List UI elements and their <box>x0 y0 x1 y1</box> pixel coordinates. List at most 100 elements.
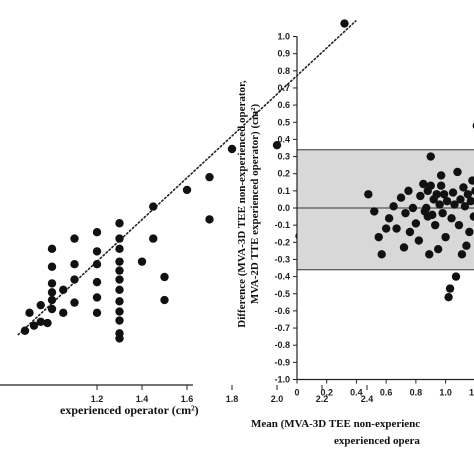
right-data-point <box>453 167 462 177</box>
right-data-point <box>454 220 464 230</box>
left-data-point <box>115 297 124 306</box>
left-data-point <box>29 321 39 330</box>
right-data-point <box>392 224 401 233</box>
left-x-tick-label: 1.4 <box>136 394 149 404</box>
left-data-point <box>227 144 237 154</box>
left-points-layer <box>20 19 349 343</box>
right-data-point <box>444 292 453 302</box>
left-data-point <box>25 308 34 318</box>
right-x-tick-label: 0.4 <box>350 388 363 398</box>
left-data-point <box>115 316 124 325</box>
left-data-point <box>149 202 158 211</box>
left-data-point <box>115 285 124 294</box>
left-data-point <box>36 300 45 310</box>
right-data-point <box>468 176 474 185</box>
right-data-point <box>416 191 425 201</box>
right-data-point <box>436 171 446 180</box>
right-data-point <box>374 232 383 242</box>
right-data-point <box>462 241 471 250</box>
left-data-point <box>205 215 214 224</box>
right-data-point <box>438 208 447 218</box>
left-scatter-panel: 1.2 1.4 1.6 1.8 2.0 2.2 2.4 experienced operat… <box>0 19 373 417</box>
left-data-point <box>115 329 124 338</box>
right-y-tick-label: 0.0 <box>277 203 290 213</box>
right-data-point <box>370 207 379 216</box>
left-x-tick-label: 1.8 <box>226 394 239 404</box>
left-data-point <box>92 308 102 318</box>
right-data-point <box>460 202 470 211</box>
right-y-tick-label: 0.6 <box>277 100 290 110</box>
right-data-point <box>428 210 437 220</box>
right-data-point <box>466 196 474 206</box>
right-data-point <box>451 272 461 281</box>
right-y-tick-label: 0.9 <box>277 49 290 59</box>
right-y-tick-label: -0.2 <box>274 237 290 247</box>
right-data-point <box>422 203 431 213</box>
right-x-tick-label: 0 <box>294 388 299 398</box>
left-data-point <box>70 234 79 243</box>
left-data-point <box>115 266 124 275</box>
left-data-point <box>149 234 158 243</box>
left-x-tick-label: 1.6 <box>181 394 194 404</box>
right-data-point <box>447 214 456 223</box>
left-data-point <box>92 260 102 269</box>
right-y-tick-label: 1.0 <box>277 32 290 42</box>
left-data-point <box>47 244 57 254</box>
left-data-point <box>43 318 52 328</box>
right-data-point <box>384 214 394 223</box>
right-y-tick-label: -0.6 <box>274 306 290 316</box>
left-x-tick-label: 2.4 <box>361 394 374 404</box>
left-data-point <box>70 275 79 284</box>
right-axes <box>293 36 474 384</box>
left-data-point <box>115 275 124 284</box>
left-data-point <box>115 257 124 266</box>
right-data-point <box>471 186 474 195</box>
right-x-tick-label: 1.2 <box>469 388 474 398</box>
right-x-tick-label: 0.6 <box>380 388 393 398</box>
right-x-tick-label: 0.8 <box>410 388 423 398</box>
left-data-point <box>47 262 57 271</box>
agreement-band-layer <box>297 149 474 271</box>
left-data-point <box>59 285 68 294</box>
right-data-point <box>459 183 468 192</box>
left-data-point <box>92 228 102 237</box>
right-data-point <box>465 227 474 237</box>
right-y-tick-label: -0.5 <box>274 289 290 299</box>
right-data-point <box>432 190 441 199</box>
right-y-tick-labels: 1.0 0.9 0.8 0.7 0.6 0.5 0.4 0.3 0.2 0.1 0.0 -0.1 -0.… <box>274 32 290 385</box>
right-data-point <box>425 250 434 259</box>
right-y-tick-label: -1.0 <box>274 375 290 385</box>
right-y-tick-label: 0.8 <box>277 66 290 76</box>
right-data-point <box>450 200 459 209</box>
right-x-axis-title-line: experienced opera <box>334 435 420 447</box>
left-x-tick-label: 2.2 <box>316 394 329 404</box>
right-y-tick-label: 0.7 <box>277 83 290 93</box>
right-y-axis-title-line: Difference (MVA-3D TEE non-experienced o… <box>236 80 248 328</box>
right-x-axis-title: Mean (MVA-3D TEE non-experienc experience… <box>251 418 420 447</box>
right-data-point <box>364 190 373 199</box>
right-data-point <box>430 220 440 230</box>
left-data-point <box>20 326 30 335</box>
left-data-point <box>92 277 102 287</box>
right-data-point <box>404 186 413 196</box>
left-data-point <box>47 295 57 305</box>
left-x-tick-labels: 1.2 1.4 1.6 1.8 2.0 2.2 2.4 <box>91 394 374 404</box>
right-y-tick-label: -0.7 <box>274 323 290 333</box>
right-data-point <box>381 224 391 233</box>
right-y-axis-title: Difference (MVA-3D TEE non-experienced o… <box>236 80 261 328</box>
right-data-point <box>408 203 418 213</box>
right-data-point <box>389 202 398 211</box>
limits-of-agreement-band <box>297 149 474 270</box>
right-data-point <box>419 179 428 189</box>
left-data-point <box>115 307 124 316</box>
left-axes <box>0 384 368 390</box>
right-data-point <box>448 188 458 197</box>
right-data-point <box>396 193 406 202</box>
right-x-tick-label: 1.0 <box>439 388 452 398</box>
right-y-tick-label: 0.4 <box>277 134 290 144</box>
right-data-point <box>463 190 473 199</box>
right-y-tick-label: -0.4 <box>274 272 290 282</box>
left-data-point <box>340 19 349 28</box>
right-y-tick-label: 0.5 <box>277 117 290 127</box>
